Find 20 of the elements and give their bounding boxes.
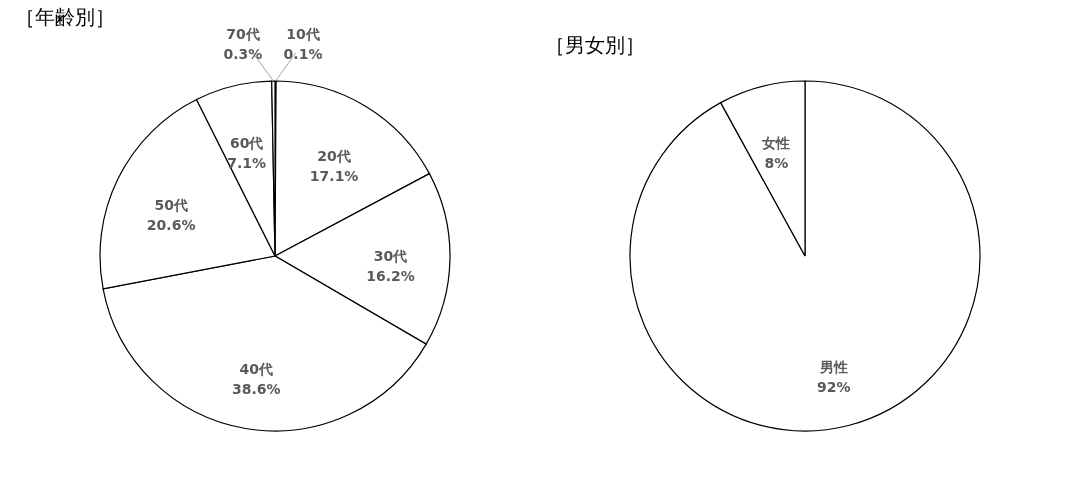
- data-label: 38.6%: [231, 380, 281, 397]
- data-label: 0.3%: [223, 46, 263, 63]
- data-label: 0.1%: [283, 46, 323, 62]
- slice-label: 男性: [818, 358, 848, 375]
- slice-label: 60代: [229, 135, 264, 152]
- slice-label: 40代: [239, 360, 273, 377]
- slice-label: 70代: [226, 26, 260, 43]
- slice-label: 50代: [154, 196, 188, 213]
- data-label: 7.1%: [227, 155, 267, 172]
- chart-title: ［年齢別］: [15, 5, 115, 29]
- data-label: 20.6%: [146, 216, 196, 233]
- data-label: 16.2%: [366, 268, 415, 285]
- slice-label: 20代: [317, 147, 351, 164]
- slice-label: 10代: [286, 26, 320, 42]
- slice-label: 女性: [761, 135, 791, 152]
- chart-title: ［男女別］: [545, 33, 645, 57]
- data-label: 92%: [816, 378, 851, 395]
- data-label: 8%: [764, 155, 789, 172]
- data-label: 17.1%: [309, 167, 359, 184]
- slice-label: 30代: [373, 248, 408, 265]
